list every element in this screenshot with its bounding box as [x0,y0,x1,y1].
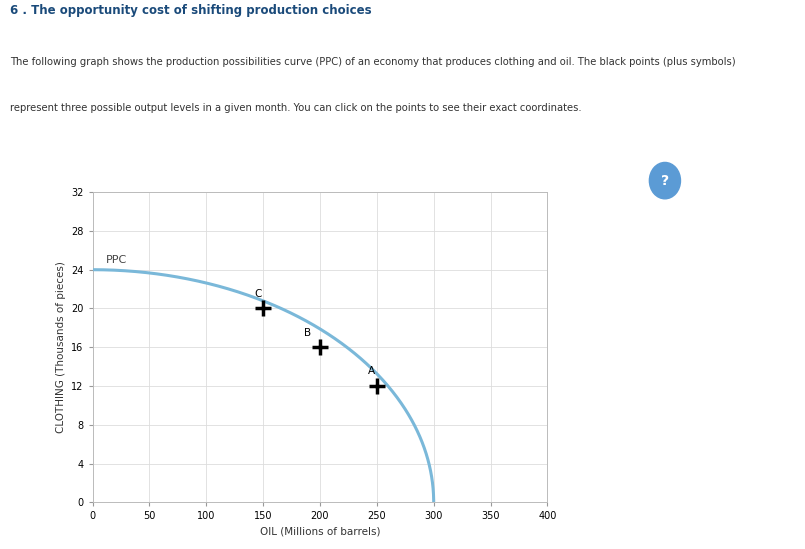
Text: ?: ? [661,173,669,188]
Y-axis label: CLOTHING (Thousands of pieces): CLOTHING (Thousands of pieces) [56,261,66,433]
Text: represent three possible output levels in a given month. You can click on the po: represent three possible output levels i… [10,103,581,113]
Circle shape [650,163,680,199]
Text: C: C [254,289,262,299]
Text: B: B [304,328,312,338]
Text: A: A [368,366,375,376]
Text: PPC: PPC [106,255,127,265]
X-axis label: OIL (Millions of barrels): OIL (Millions of barrels) [260,527,380,537]
Text: 6 . The opportunity cost of shifting production choices: 6 . The opportunity cost of shifting pro… [10,4,371,17]
Text: The following graph shows the production possibilities curve (PPC) of an economy: The following graph shows the production… [10,57,735,67]
